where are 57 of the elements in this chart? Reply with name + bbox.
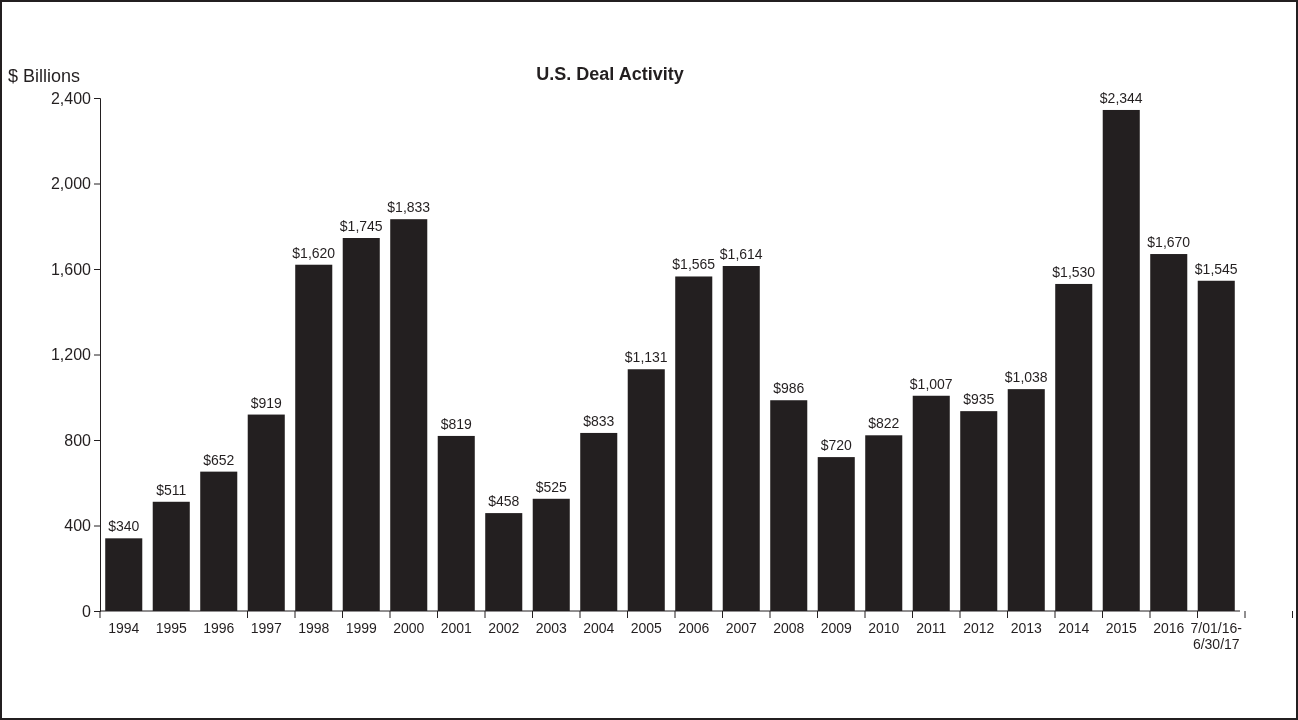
y-tick-label: 1,200: [50, 346, 92, 364]
x-tick-label: 2004: [583, 620, 615, 636]
data-label: $1,745: [339, 218, 383, 235]
data-label: $1,131: [624, 349, 668, 366]
x-tick-label: 2011: [916, 620, 947, 636]
y-axis-title: $ Billions: [8, 66, 81, 86]
x-tick-label: 2016: [1153, 620, 1185, 636]
y-tick-label: 400: [64, 517, 92, 535]
x-tick-label: 1994: [108, 620, 140, 636]
x-tick-label: 2012: [963, 620, 995, 636]
data-label: $652: [203, 451, 235, 468]
data-label: $1,007: [909, 375, 953, 392]
x-tick-label: 2015: [1105, 620, 1138, 636]
data-label: $1,565: [672, 256, 716, 273]
x-tick-label: 2008: [773, 620, 805, 636]
data-label: $919: [250, 394, 283, 411]
data-label: $1,614: [719, 246, 763, 263]
y-tick-label: 2,400: [50, 89, 92, 107]
data-label: $822: [868, 415, 900, 432]
data-label: $986: [773, 380, 805, 397]
x-tick-label: 7/01/16-6/30/17: [1190, 620, 1243, 652]
x-tick-label: 2009: [820, 620, 853, 636]
chart-title: U.S. Deal Activity: [536, 64, 684, 84]
data-label: $1,833: [387, 199, 431, 216]
x-tick-label: 1996: [203, 620, 235, 636]
data-label: $935: [963, 391, 995, 408]
data-label: $525: [535, 478, 568, 495]
x-tick-label: 1995: [155, 620, 188, 636]
x-tick-label: 2014: [1058, 620, 1090, 636]
x-tick-label: 2005: [630, 620, 663, 636]
y-tick-label: 0: [82, 602, 92, 620]
data-label: $340: [108, 518, 140, 535]
data-label: $720: [820, 437, 853, 454]
y-tick-label: 1,600: [50, 260, 92, 278]
x-tick-label: 2007: [725, 620, 758, 636]
data-label: $458: [488, 493, 520, 510]
y-tick-label: 2,000: [50, 175, 92, 193]
x-tick-label: 2010: [868, 620, 900, 636]
x-tick-label: 2013: [1010, 620, 1043, 636]
x-tick-label: 2001: [440, 620, 473, 636]
x-tick-label: 1998: [298, 620, 330, 636]
x-tick-label: 2000: [393, 620, 425, 636]
data-label: $819: [440, 415, 473, 432]
data-label: $1,038: [1004, 369, 1048, 386]
data-label: $1,530: [1052, 263, 1096, 280]
x-tick-label: 2006: [678, 620, 710, 636]
x-tick-label: 1997: [250, 620, 283, 636]
data-label: $511: [156, 481, 187, 498]
x-tick-label: 2002: [488, 620, 520, 636]
x-tick-label: 1999: [345, 620, 378, 636]
data-label: $1,670: [1147, 234, 1191, 251]
data-label: $1,620: [292, 244, 336, 261]
data-label: $1,545: [1194, 260, 1238, 277]
y-tick-label: 800: [64, 431, 92, 449]
data-label: $833: [583, 412, 615, 429]
x-tick-label: 2003: [535, 620, 568, 636]
data-label: $2,344: [1099, 89, 1143, 106]
